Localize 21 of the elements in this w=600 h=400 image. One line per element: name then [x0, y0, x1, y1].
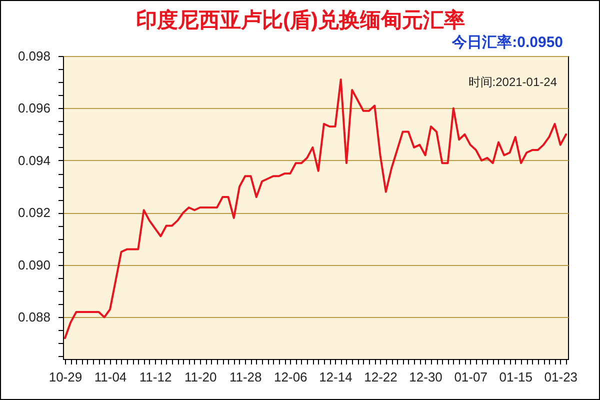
x-tick-label: 01-23 — [544, 370, 578, 384]
y-tick-label: 0.096 — [18, 100, 50, 116]
y-tick-label: 0.094 — [18, 152, 50, 168]
chart-title: 印度尼西亚卢比(盾)兑换缅甸元汇率 — [136, 8, 465, 32]
x-tick-label: 12-14 — [319, 370, 352, 384]
x-tick-label: 11-12 — [139, 370, 172, 384]
x-tick-label: 01-07 — [454, 370, 488, 384]
x-tick-label: 10-29 — [48, 370, 82, 384]
y-tick-label: 0.092 — [18, 205, 50, 220]
x-tick-label: 11-20 — [184, 370, 217, 384]
y-tick-label: 0.098 — [18, 48, 50, 64]
x-tick-label: 12-06 — [274, 370, 308, 384]
x-tick-label: 11-04 — [94, 370, 127, 384]
annotation: 时间:2021-01-24 — [468, 75, 558, 89]
x-tick-label: 12-22 — [364, 370, 398, 384]
y-tick-label: 0.088 — [18, 310, 50, 325]
text: 今日汇率:0.0950 — [451, 33, 563, 51]
x-tick-label: 01-15 — [499, 370, 532, 384]
x-tick-label: 11-28 — [229, 370, 262, 384]
y-tick-label: 0.090 — [18, 257, 50, 272]
x-tick-label: 12-30 — [409, 370, 442, 384]
